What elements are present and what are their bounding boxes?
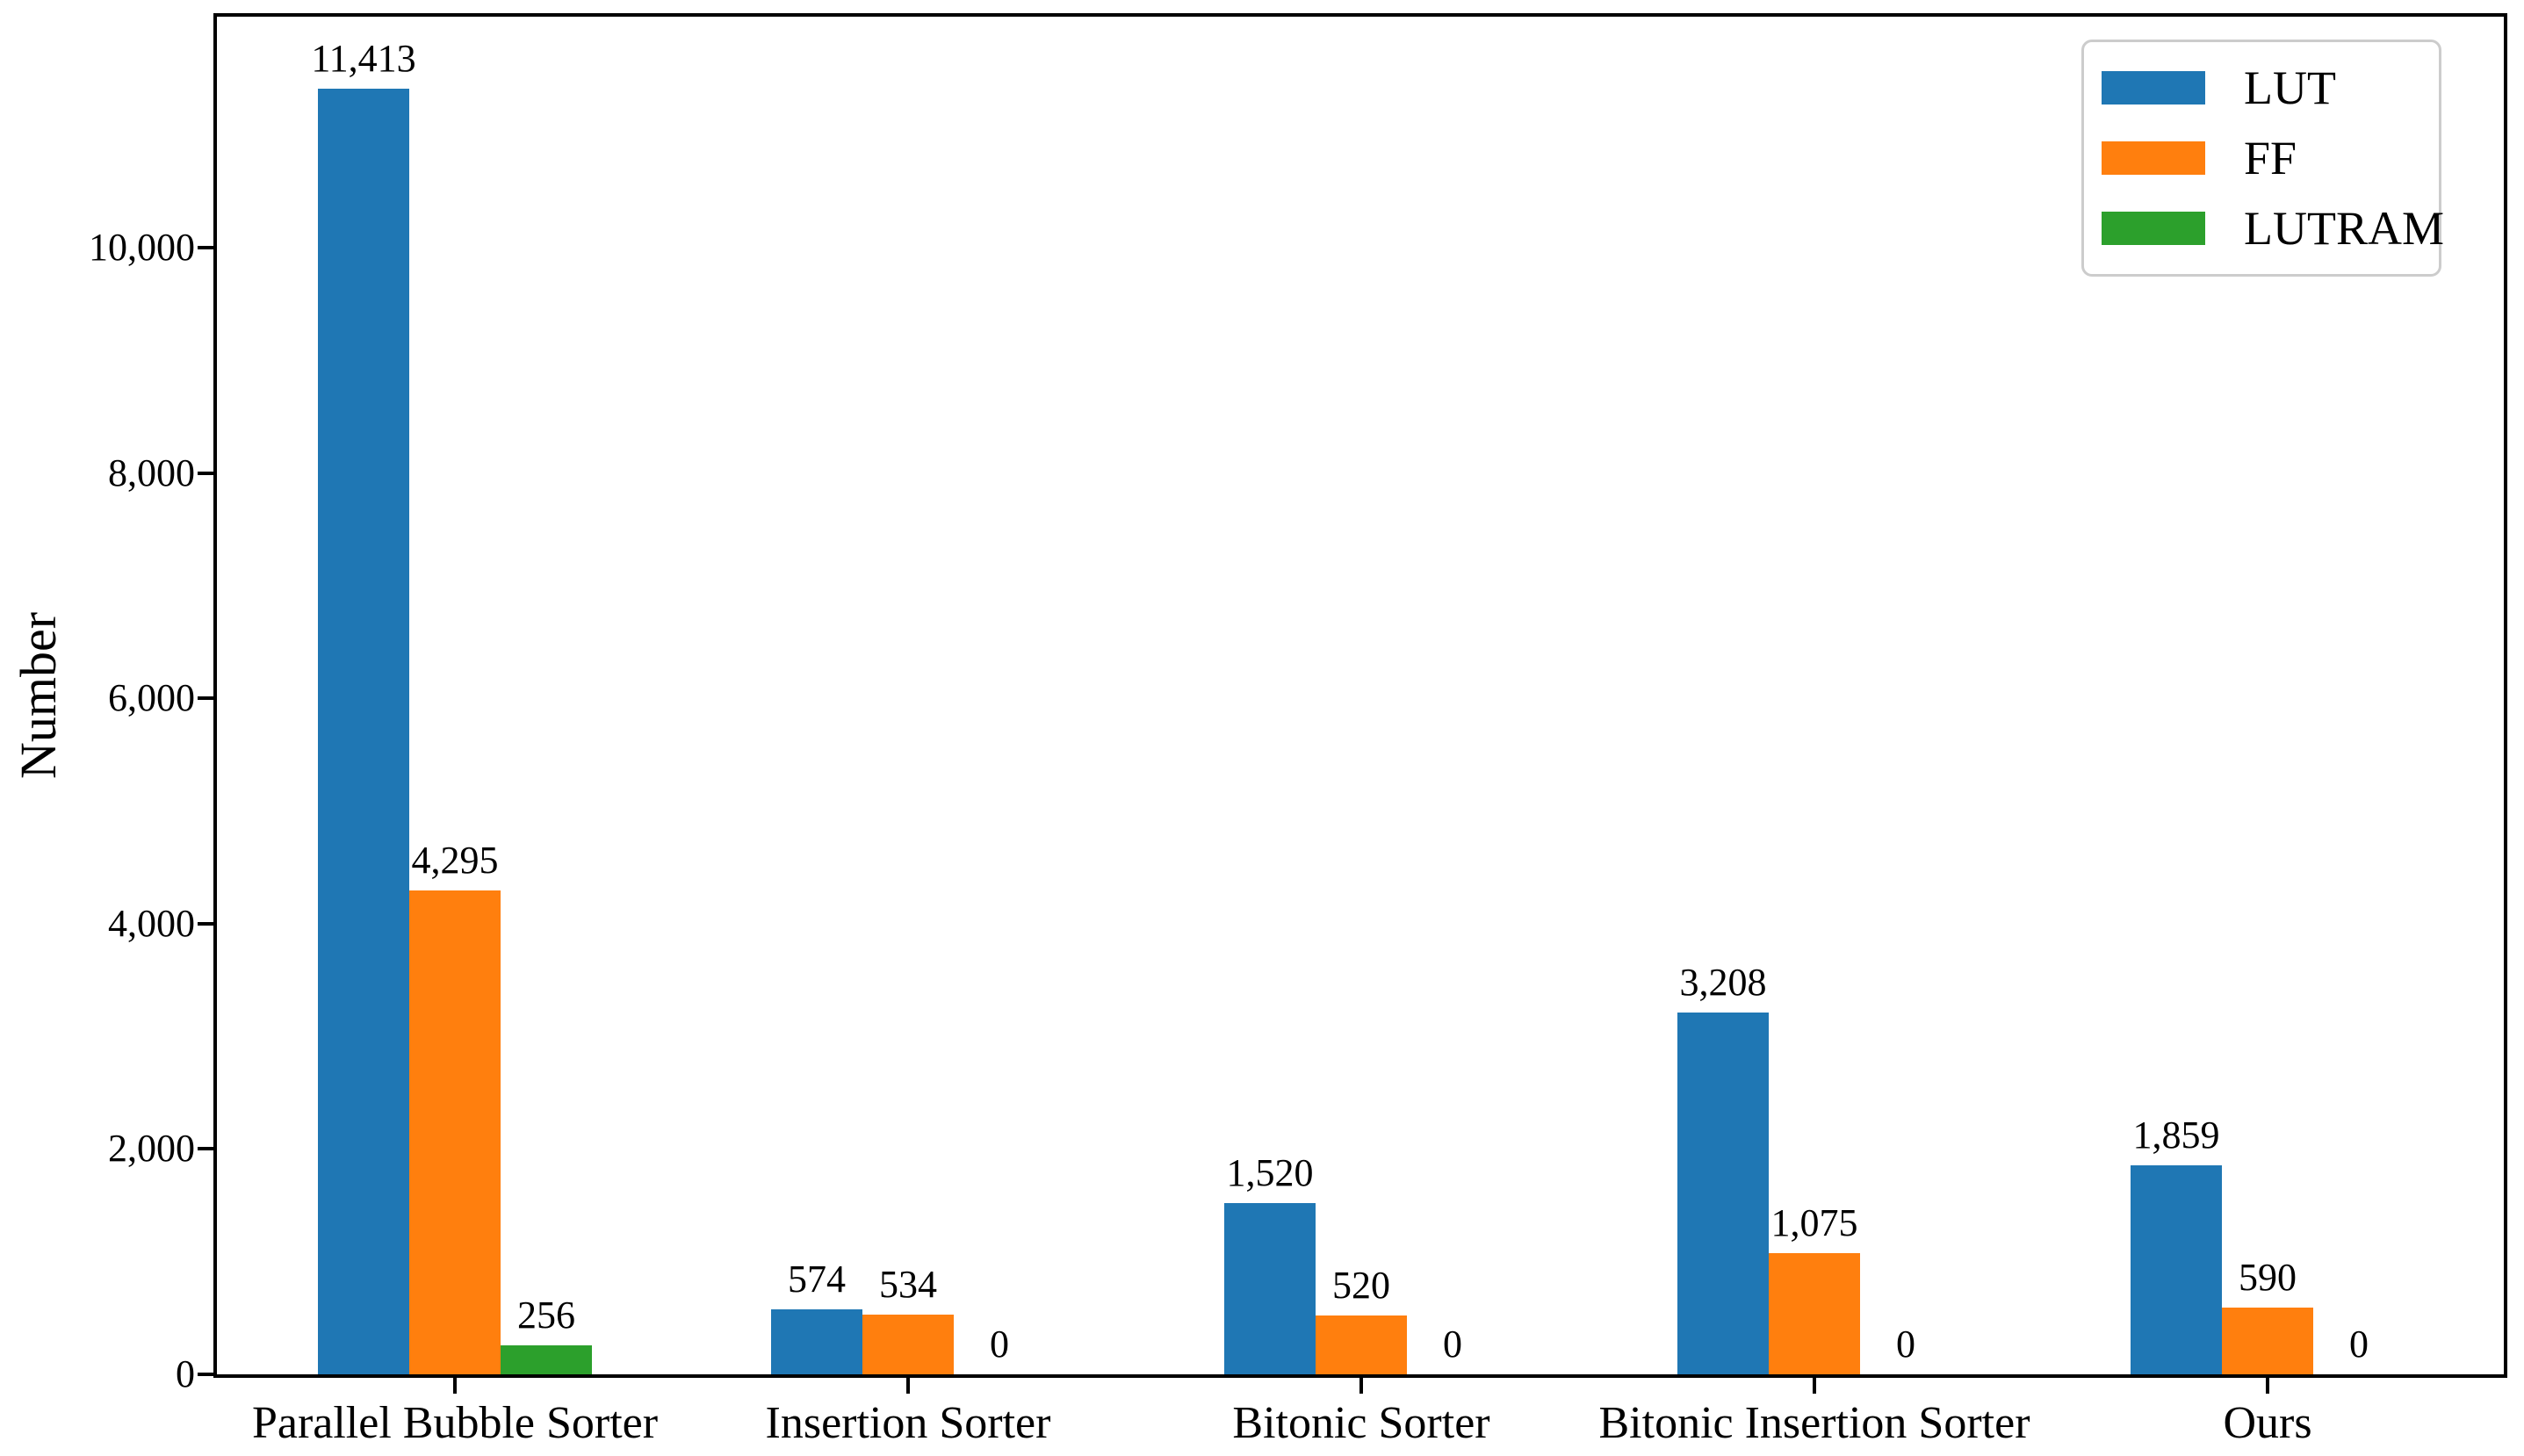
bar-ff-1 — [862, 1314, 954, 1374]
x-axis-category-label: Bitonic Sorter — [1232, 1398, 1490, 1448]
legend-label: FF — [2244, 132, 2297, 184]
bar-lut-1 — [771, 1309, 862, 1374]
legend-label: LUTRAM — [2244, 202, 2444, 255]
legend-label: LUT — [2244, 61, 2336, 114]
y-axis-tick-label: 10,000 — [89, 226, 195, 269]
bar-ff-3 — [1769, 1253, 1860, 1374]
y-axis-tick-mark — [198, 246, 213, 249]
legend-entry-lut: LUT — [2102, 64, 2430, 112]
bar-value-label: 0 — [1896, 1323, 1915, 1366]
bar-ff-0 — [409, 890, 501, 1374]
bar-ff-4 — [2222, 1308, 2313, 1374]
bar-value-label: 590 — [2239, 1256, 2297, 1300]
legend-swatch-icon — [2102, 71, 2205, 105]
legend-swatch-icon — [2102, 141, 2205, 175]
x-axis-tick-mark — [453, 1378, 457, 1394]
bar-value-label: 4,295 — [411, 838, 499, 882]
bar-value-label: 0 — [1443, 1323, 1462, 1366]
legend-entry-lutram: LUTRAM — [2102, 205, 2444, 252]
bar-value-label: 11,413 — [311, 36, 416, 80]
legend-swatch-icon — [2102, 212, 2205, 245]
legend-entry-ff: FF — [2102, 134, 2430, 182]
bar-value-label: 534 — [879, 1262, 937, 1306]
x-axis-tick-mark — [1359, 1378, 1363, 1394]
bar-value-label: 1,859 — [2132, 1113, 2220, 1157]
bar-value-label: 574 — [788, 1258, 846, 1301]
x-axis-category-label: Bitonic Insertion Sorter — [1598, 1398, 2030, 1448]
y-axis-tick-label: 6,000 — [108, 676, 195, 720]
bar-lut-2 — [1224, 1203, 1316, 1374]
y-axis-tick-mark — [198, 1147, 213, 1151]
x-axis-category-label: Ours — [2223, 1398, 2312, 1448]
bar-ff-2 — [1316, 1315, 1407, 1374]
y-axis-tick-mark — [198, 921, 213, 926]
y-axis-tick-label: 0 — [176, 1352, 195, 1395]
bar-lut-3 — [1677, 1013, 1769, 1374]
x-axis-category-label: Insertion Sorter — [765, 1398, 1051, 1448]
bar-value-label: 0 — [990, 1323, 1009, 1366]
bar-value-label: 1,075 — [1770, 1201, 1858, 1245]
x-axis-tick-mark — [906, 1378, 910, 1394]
y-axis-tick-label: 8,000 — [108, 450, 195, 494]
y-axis-tick-mark — [198, 696, 213, 701]
x-axis-tick-mark — [1813, 1378, 1816, 1394]
bar-value-label: 520 — [1332, 1264, 1390, 1308]
bar-value-label: 256 — [517, 1294, 575, 1337]
y-axis-tick-mark — [198, 1373, 213, 1376]
bar-value-label: 1,520 — [1226, 1151, 1314, 1194]
y-axis-tick-label: 2,000 — [108, 1127, 195, 1171]
y-axis-tick-label: 4,000 — [108, 901, 195, 945]
bar-value-label: 0 — [2349, 1323, 2369, 1366]
bar-lut-0 — [318, 88, 409, 1374]
legend: LUT FF LUTRAM — [2081, 40, 2444, 277]
bar-lutram-0 — [501, 1345, 592, 1374]
bar-value-label: 3,208 — [1679, 961, 1767, 1005]
bar-lut-4 — [2131, 1164, 2222, 1374]
x-axis-tick-mark — [2266, 1378, 2269, 1394]
y-axis-tick-mark — [198, 471, 213, 475]
x-axis-category-label: Parallel Bubble Sorter — [251, 1398, 659, 1448]
